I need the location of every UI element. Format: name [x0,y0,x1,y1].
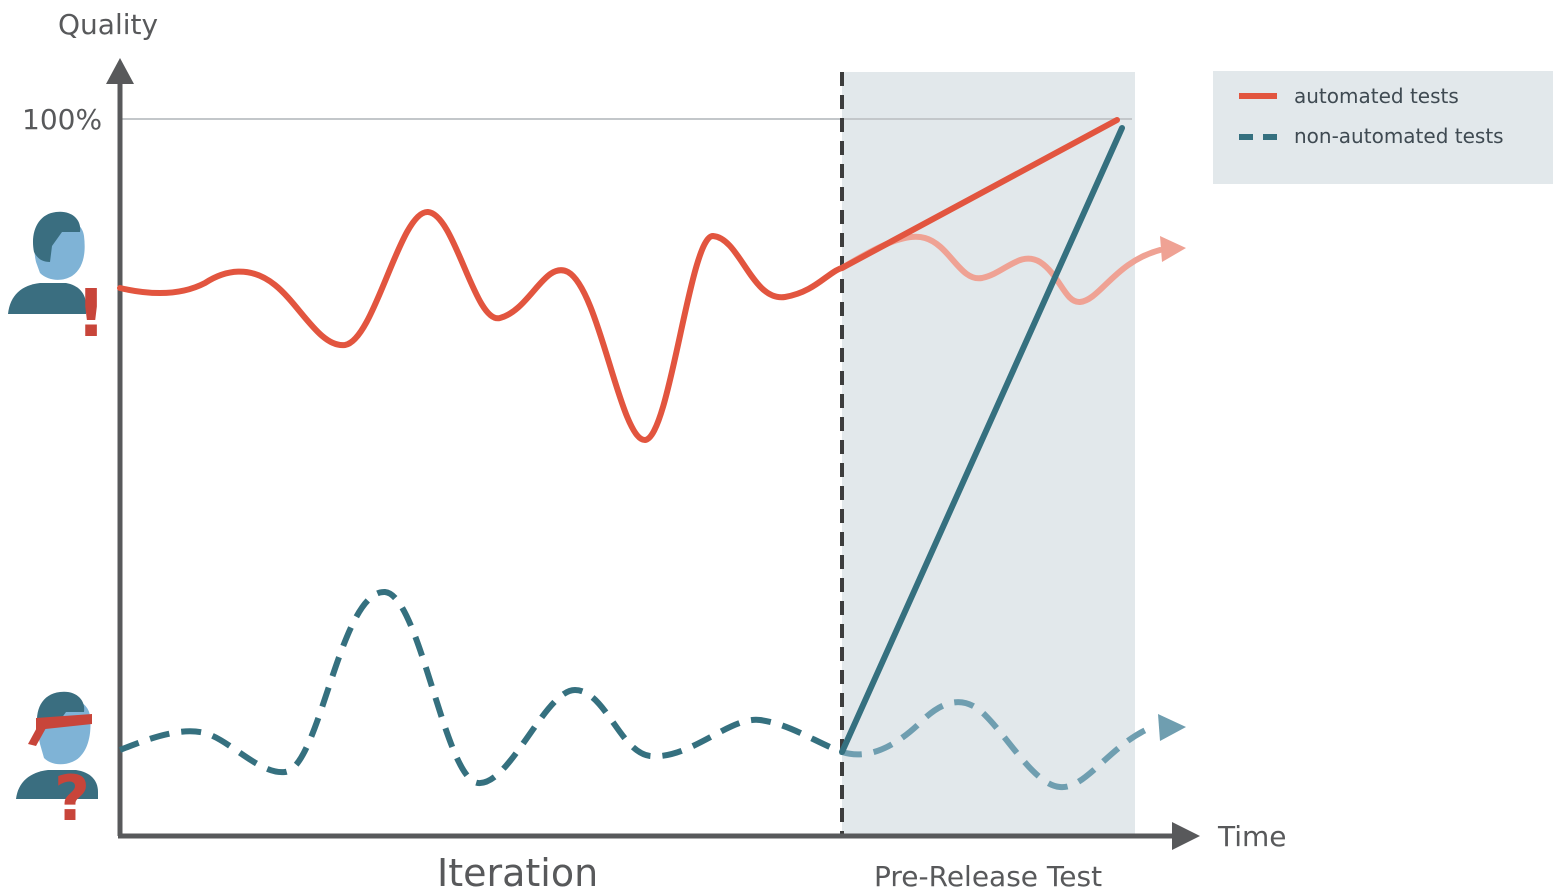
y-tick-100: 100% [22,103,102,136]
legend-non-automated-label: non-automated tests [1294,124,1504,148]
automated-tests-curve [117,209,845,444]
legend: automated tests non-automated tests [1213,71,1553,184]
aware-person-icon [8,211,86,314]
non-automated-tests-curve [118,588,844,786]
y-axis-arrowhead [106,58,134,84]
legend-box [1213,71,1553,184]
pre-release-phase-label: Pre-Release Test [874,860,1102,893]
question-mark-icon: ? [54,762,90,835]
iteration-phase-label: Iteration [437,851,598,893]
automated-tests-faded-continuation [839,233,1163,305]
automated-pre-release-line [839,117,1120,271]
non-automated-pre-release-line [839,125,1125,755]
legend-automated-label: automated tests [1294,84,1459,108]
non-automated-faded-arrowhead [1158,714,1186,741]
x-axis-label: Time [1217,820,1287,853]
pre-release-band [842,72,1135,836]
non-automated-tests-faded-continuation [841,699,1152,791]
automated-faded-arrowhead [1160,236,1186,262]
y-axis-label: Quality [58,8,158,41]
blindfolded-person-icon [16,691,98,799]
exclamation-mark-icon: ! [76,275,106,352]
x-axis-arrowhead [1172,822,1200,850]
